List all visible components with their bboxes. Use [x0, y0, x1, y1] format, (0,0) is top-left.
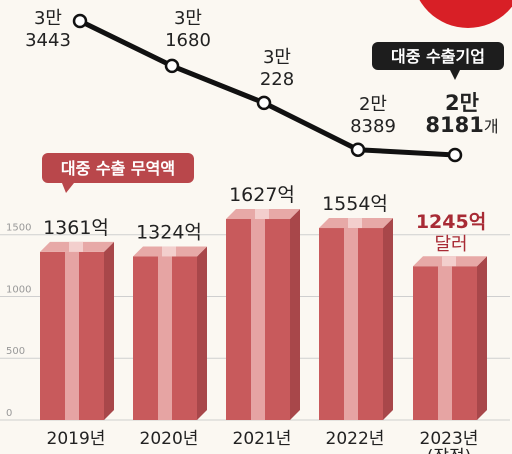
bar-ribbon: [344, 228, 358, 420]
bar-series: [40, 209, 487, 420]
y-tick-label: 1000: [6, 284, 31, 295]
line-label-value: 228: [260, 69, 294, 90]
bar-ribbon: [438, 266, 452, 420]
bar-series-tag: 대중 수출 무역액: [42, 153, 194, 193]
bar-value-label: 1627억: [229, 184, 295, 206]
line-series-tag: 대중 수출기업: [372, 42, 504, 80]
bar-side: [477, 256, 487, 420]
line-point: [256, 95, 272, 111]
bar-value-label: 1245억: [416, 211, 486, 233]
bar-side: [290, 209, 300, 420]
bar-series-tag-label: 대중 수출 무역액: [61, 159, 175, 178]
line-label-bottom: 3443: [25, 30, 71, 51]
line-label-bottom: 8181개: [425, 113, 498, 137]
x-tick-label: 2019년: [47, 429, 106, 449]
line-label-bottom: 8389: [350, 116, 396, 137]
bar-side: [383, 218, 393, 420]
x-tick-suffix: (잠정): [427, 447, 472, 454]
x-tick-label: 2023년: [420, 429, 479, 449]
bar-value-label: 1361억: [43, 217, 109, 239]
bar-side: [104, 241, 114, 420]
x-tick-label: 2021년: [233, 429, 292, 449]
line-point: [164, 58, 180, 74]
line-label-bottom: 228: [260, 69, 294, 90]
y-tick-label: 500: [6, 346, 25, 357]
line-label-unit: 개: [484, 117, 499, 136]
bar-ribbon: [158, 256, 172, 420]
line-label-value: 3443: [25, 30, 71, 51]
bar-value-label: 1324억: [136, 221, 202, 243]
line-label-top: 3만: [174, 8, 202, 29]
x-tick-label: 2022년: [326, 429, 385, 449]
y-tick-label: 0: [6, 408, 12, 419]
bar-ribbon-top: [442, 256, 456, 267]
bar: [413, 256, 487, 420]
line-series: [72, 13, 463, 163]
bar-ribbon-top: [69, 241, 83, 252]
line-point: [72, 13, 88, 29]
bar: [133, 246, 207, 420]
bar: [226, 209, 300, 420]
line-label-top: 2만: [359, 94, 387, 115]
line-label-top: 3만: [34, 8, 62, 29]
line-label-value: 8389: [350, 116, 396, 137]
bar-ribbon-top: [348, 218, 362, 229]
y-tick-label: 1500: [6, 223, 31, 234]
bar: [40, 241, 114, 420]
bar-ribbon: [251, 219, 265, 420]
bar-ribbon-top: [255, 209, 269, 220]
line-label-top: 2만: [445, 91, 479, 115]
line-point: [447, 147, 463, 163]
line-label-top: 3만: [263, 47, 291, 68]
line-label-value: 8181: [425, 113, 483, 137]
bar-value-label: 1554억: [322, 193, 388, 215]
corner-red-circle: [419, 0, 512, 28]
bar-unit-label: 달러: [434, 234, 467, 255]
x-tick-label: 2020년: [140, 429, 199, 449]
bar-ribbon: [65, 251, 79, 420]
line-label-bottom: 1680: [165, 30, 211, 51]
x-axis-labels: 2019년 2020년 2021년 2022년 2023년(잠정): [47, 429, 479, 454]
bar-ribbon-top: [162, 246, 176, 257]
line-label-value: 1680: [165, 30, 211, 51]
bar: [319, 218, 393, 420]
bar-side: [197, 246, 207, 420]
line-point: [350, 142, 366, 157]
line-series-tag-label: 대중 수출기업: [391, 47, 485, 66]
